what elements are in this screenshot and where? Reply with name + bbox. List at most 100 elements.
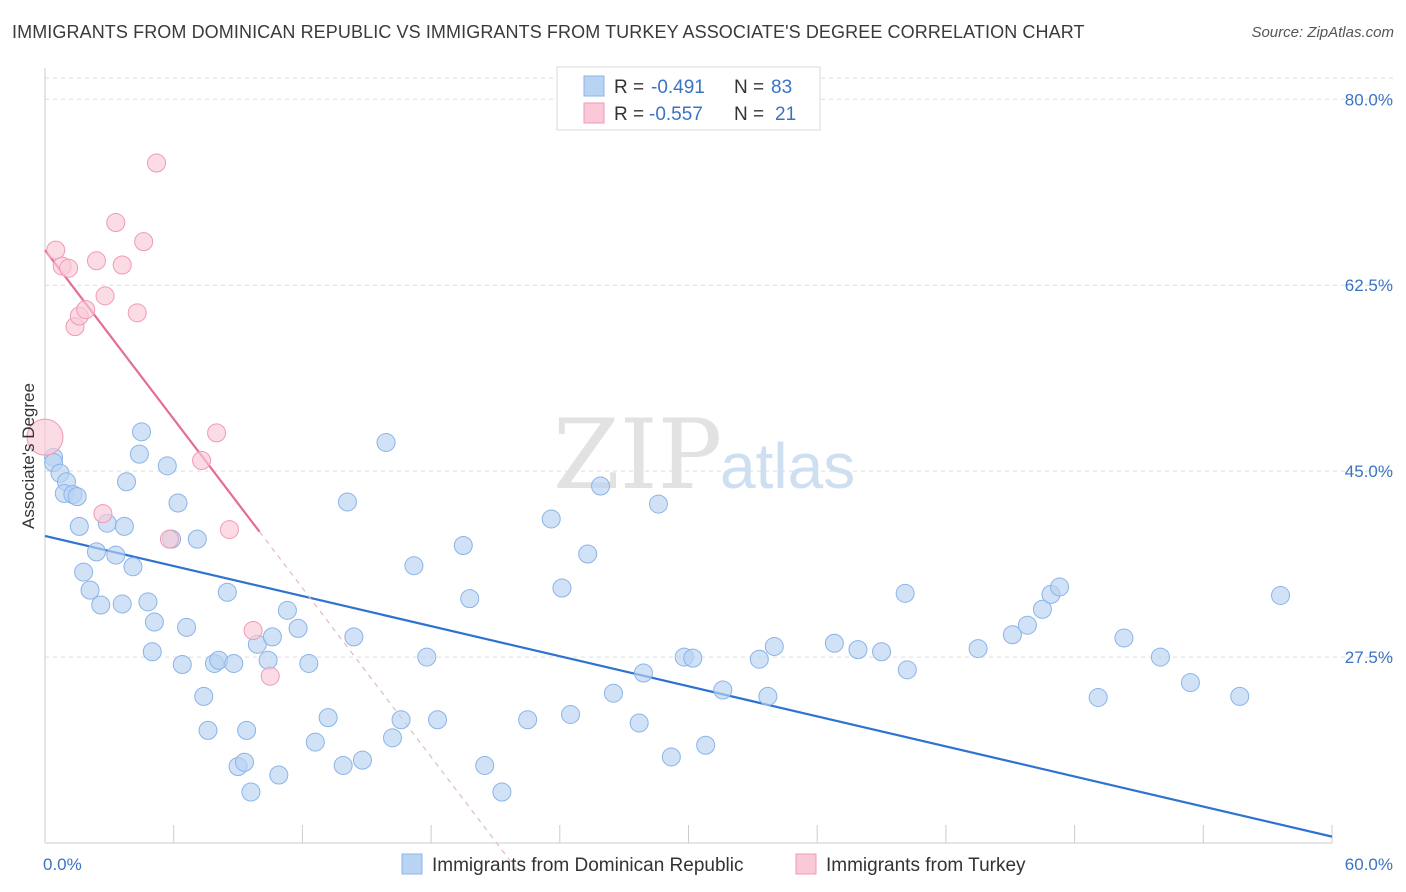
legend-r-label-1: R = bbox=[614, 77, 644, 98]
tick-labels: 27.5% 45.0% 62.5% 80.0% 0.0% 60.0% bbox=[43, 90, 1393, 874]
trend-lines bbox=[44, 249, 1333, 870]
bottom-legend-label-1: Immigrants from Dominican Republic bbox=[432, 855, 744, 876]
point-dominican-republic-47 bbox=[318, 708, 338, 728]
point-dominican-republic-36 bbox=[234, 752, 254, 772]
point-dominican-republic-87 bbox=[1017, 615, 1037, 635]
point-dominican-republic-15 bbox=[114, 516, 134, 536]
point-dominican-republic-11 bbox=[91, 595, 111, 615]
point-dominican-republic-38 bbox=[241, 782, 261, 802]
y-tick-label-2: 62.5% bbox=[1345, 276, 1393, 295]
x-tick-label-max: 60.0% bbox=[1345, 855, 1393, 874]
point-dominican-republic-42 bbox=[269, 765, 289, 785]
point-dominican-republic-68 bbox=[603, 683, 623, 703]
point-dominican-republic-30 bbox=[198, 720, 218, 740]
point-turkey-6 bbox=[76, 300, 96, 320]
point-dominican-republic-14 bbox=[112, 594, 132, 614]
point-dominican-republic-72 bbox=[661, 747, 681, 767]
bottom-legend-swatch-blue bbox=[401, 853, 423, 875]
y-tick-label-1: 45.0% bbox=[1345, 462, 1393, 481]
point-dominican-republic-67 bbox=[591, 476, 611, 496]
point-dominican-republic-93 bbox=[1150, 647, 1170, 667]
data-points bbox=[26, 153, 1291, 802]
point-dominican-republic-61 bbox=[492, 782, 512, 802]
point-dominican-republic-63 bbox=[541, 509, 561, 529]
point-dominican-republic-22 bbox=[144, 612, 164, 632]
point-dominican-republic-49 bbox=[337, 492, 357, 512]
point-turkey-14 bbox=[147, 153, 167, 173]
point-dominican-republic-13 bbox=[106, 545, 126, 565]
point-dominican-republic-37 bbox=[237, 720, 257, 740]
point-dominican-republic-8 bbox=[74, 562, 94, 582]
point-dominican-republic-41 bbox=[262, 627, 282, 647]
point-dominican-republic-84 bbox=[897, 660, 917, 680]
point-dominican-republic-23 bbox=[157, 456, 177, 476]
point-dominican-republic-81 bbox=[848, 640, 868, 660]
legend-r-label-2: R = bbox=[614, 104, 644, 125]
point-dominican-republic-65 bbox=[561, 704, 581, 724]
correlation-legend: R = -0.491 N = 83 R = -0.557 N = 21 bbox=[556, 66, 821, 131]
point-dominican-republic-64 bbox=[552, 578, 572, 598]
point-dominican-republic-66 bbox=[578, 544, 598, 564]
point-dominican-republic-53 bbox=[382, 728, 402, 748]
legend-n-value-2: 21 bbox=[775, 104, 796, 125]
trend-line-dominican-republic bbox=[44, 534, 1333, 838]
legend-n-label-1: N = bbox=[734, 77, 764, 98]
point-turkey-12 bbox=[127, 303, 147, 323]
chart-title: IMMIGRANTS FROM DOMINICAN REPUBLIC VS IM… bbox=[12, 22, 1085, 42]
point-turkey-0 bbox=[26, 418, 64, 456]
point-dominican-republic-6 bbox=[67, 487, 87, 507]
point-turkey-9 bbox=[95, 286, 115, 306]
point-dominican-republic-80 bbox=[824, 633, 844, 653]
trend-line-turkey bbox=[44, 249, 261, 533]
point-dominican-republic-85 bbox=[968, 639, 988, 659]
legend-r-value-2: -0.557 bbox=[649, 104, 703, 125]
point-dominican-republic-44 bbox=[288, 618, 308, 638]
point-dominican-republic-91 bbox=[1088, 687, 1108, 707]
point-dominican-republic-71 bbox=[648, 494, 668, 514]
legend-n-value-1: 83 bbox=[771, 77, 792, 98]
point-turkey-17 bbox=[207, 423, 227, 443]
point-turkey-19 bbox=[243, 621, 263, 640]
point-dominican-republic-48 bbox=[333, 755, 353, 775]
point-dominican-republic-56 bbox=[417, 647, 437, 667]
point-dominican-republic-92 bbox=[1114, 628, 1134, 648]
point-dominican-republic-69 bbox=[629, 713, 649, 733]
point-turkey-13 bbox=[134, 232, 154, 252]
y-axis-label: Associate's Degree bbox=[19, 383, 38, 529]
point-dominican-republic-95 bbox=[1230, 686, 1250, 706]
point-dominican-republic-43 bbox=[277, 600, 297, 620]
y-tick-label-0: 27.5% bbox=[1345, 648, 1393, 667]
point-turkey-15 bbox=[159, 529, 179, 549]
point-turkey-18 bbox=[219, 520, 239, 540]
y-tick-label-3: 80.0% bbox=[1345, 90, 1393, 109]
point-dominican-republic-86 bbox=[1002, 625, 1022, 645]
point-dominican-republic-29 bbox=[194, 686, 214, 706]
watermark-atlas: atlas bbox=[720, 430, 855, 502]
point-dominican-republic-34 bbox=[224, 653, 244, 673]
point-dominican-republic-94 bbox=[1180, 673, 1200, 693]
point-turkey-20 bbox=[260, 666, 280, 686]
point-dominican-republic-50 bbox=[344, 627, 364, 647]
point-dominican-republic-20 bbox=[138, 592, 158, 612]
point-dominican-republic-28 bbox=[187, 529, 207, 549]
point-dominican-republic-75 bbox=[696, 735, 716, 755]
point-dominican-republic-62 bbox=[518, 710, 538, 730]
point-dominican-republic-82 bbox=[872, 642, 892, 662]
point-dominican-republic-26 bbox=[172, 655, 192, 674]
point-dominican-republic-58 bbox=[453, 536, 473, 555]
grid-lines bbox=[45, 77, 1395, 658]
point-dominican-republic-96 bbox=[1271, 585, 1291, 605]
point-dominican-republic-40 bbox=[258, 650, 278, 670]
x-tick-label-min: 0.0% bbox=[43, 855, 82, 874]
point-dominican-republic-57 bbox=[428, 710, 448, 730]
point-dominican-republic-17 bbox=[123, 557, 143, 577]
point-dominican-republic-60 bbox=[475, 755, 495, 775]
point-dominican-republic-21 bbox=[142, 642, 162, 662]
point-dominican-republic-16 bbox=[117, 472, 137, 492]
watermark: ZIP atlas bbox=[553, 399, 855, 511]
point-dominican-republic-83 bbox=[895, 583, 915, 603]
point-dominican-republic-7 bbox=[69, 516, 89, 536]
point-dominican-republic-78 bbox=[758, 686, 778, 706]
point-dominican-republic-18 bbox=[129, 444, 149, 464]
point-dominican-republic-77 bbox=[749, 649, 769, 669]
